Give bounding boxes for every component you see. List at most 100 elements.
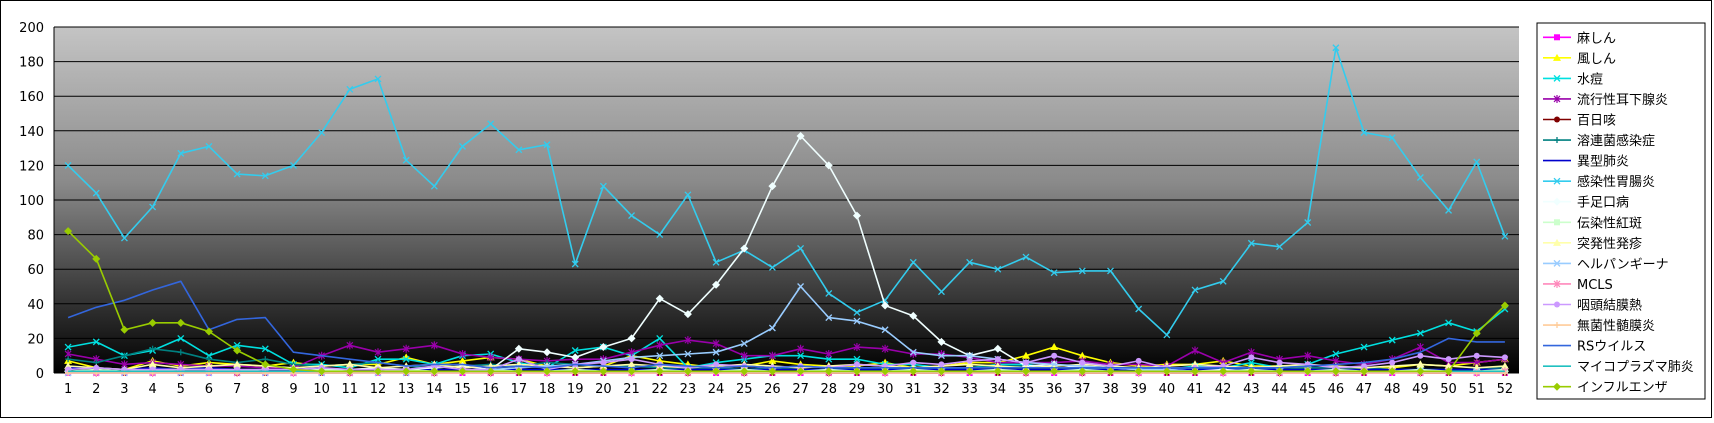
x-tick-label: 3 bbox=[120, 382, 128, 397]
data-point bbox=[684, 191, 692, 199]
data-point bbox=[740, 340, 748, 348]
data-point bbox=[318, 129, 326, 136]
data-point bbox=[712, 339, 720, 348]
x-tick-label: 43 bbox=[1243, 382, 1260, 397]
data-point bbox=[1304, 219, 1312, 226]
data-point bbox=[881, 367, 890, 376]
data-point bbox=[1135, 357, 1142, 364]
data-point bbox=[176, 318, 185, 327]
data-point bbox=[459, 349, 466, 358]
x-tick-label: 7 bbox=[233, 382, 241, 397]
data-point bbox=[655, 367, 664, 376]
data-point bbox=[853, 308, 861, 316]
data-point bbox=[768, 367, 777, 376]
data-point bbox=[374, 348, 382, 357]
y-tick-label: 20 bbox=[27, 332, 44, 347]
data-point bbox=[1473, 158, 1481, 166]
data-point bbox=[64, 343, 72, 351]
data-point bbox=[656, 352, 664, 360]
data-point bbox=[430, 341, 438, 350]
data-point bbox=[1416, 329, 1424, 337]
data-point bbox=[1134, 367, 1143, 376]
data-point bbox=[853, 361, 860, 368]
data-point bbox=[713, 361, 720, 368]
legend-entry: RSウイルス bbox=[1543, 340, 1646, 355]
x-tick-label: 26 bbox=[764, 382, 781, 397]
data-point bbox=[910, 359, 917, 366]
data-point bbox=[205, 356, 212, 363]
data-point bbox=[1473, 352, 1480, 359]
data-point bbox=[1389, 359, 1396, 366]
data-point bbox=[1191, 286, 1199, 294]
data-point bbox=[1191, 367, 1200, 376]
data-point bbox=[233, 360, 242, 368]
data-point bbox=[402, 156, 410, 164]
legend-marker bbox=[1553, 74, 1561, 82]
data-point bbox=[374, 75, 382, 83]
data-point bbox=[149, 345, 156, 352]
legend-entry: マイコプラズマ肺炎 bbox=[1543, 359, 1694, 375]
x-tick-label: 2 bbox=[92, 382, 100, 397]
data-point bbox=[1050, 367, 1059, 376]
data-point bbox=[797, 283, 805, 290]
y-tick-label: 100 bbox=[19, 194, 44, 209]
data-point bbox=[627, 367, 636, 376]
x-tick-label: 41 bbox=[1187, 382, 1204, 397]
data-point bbox=[148, 360, 157, 368]
data-point bbox=[965, 367, 974, 376]
x-tick-label: 20 bbox=[595, 382, 612, 397]
x-tick-label: 39 bbox=[1130, 382, 1147, 397]
data-point bbox=[853, 343, 861, 352]
data-point bbox=[514, 367, 523, 376]
data-point bbox=[233, 346, 242, 355]
data-point bbox=[1331, 367, 1340, 376]
x-tick-label: 45 bbox=[1299, 382, 1316, 397]
legend-label: 百日咳 bbox=[1577, 114, 1616, 129]
series-line bbox=[67, 308, 1506, 371]
x-tick-label: 35 bbox=[1018, 382, 1035, 397]
data-point bbox=[571, 367, 580, 376]
data-point bbox=[1247, 239, 1255, 247]
data-point bbox=[1500, 301, 1509, 310]
data-point bbox=[64, 227, 73, 236]
data-point bbox=[768, 264, 776, 271]
legend-entry: ヘルパンギーナ bbox=[1543, 257, 1669, 272]
data-point bbox=[937, 288, 945, 296]
data-point bbox=[881, 344, 889, 353]
data-point bbox=[796, 367, 805, 376]
data-point bbox=[712, 348, 720, 356]
data-point bbox=[402, 344, 410, 353]
x-tick-label: 46 bbox=[1328, 382, 1345, 397]
data-point bbox=[768, 351, 776, 360]
x-tick-label: 47 bbox=[1356, 382, 1373, 397]
series-line bbox=[67, 46, 1506, 336]
x-tick-label: 13 bbox=[398, 382, 415, 397]
data-point bbox=[290, 161, 297, 169]
data-point bbox=[458, 367, 467, 376]
data-point bbox=[1219, 277, 1227, 285]
data-point bbox=[1360, 367, 1369, 376]
x-tick-label: 44 bbox=[1271, 382, 1288, 397]
data-point bbox=[233, 170, 241, 178]
x-tick-label: 8 bbox=[261, 382, 269, 397]
y-tick-label: 0 bbox=[36, 367, 44, 382]
x-tick-label: 4 bbox=[148, 382, 156, 397]
data-point bbox=[1388, 336, 1396, 344]
legend-marker bbox=[1553, 94, 1561, 103]
data-point bbox=[1050, 269, 1058, 277]
x-tick-label: 28 bbox=[820, 382, 837, 397]
data-point bbox=[1106, 367, 1115, 376]
data-point bbox=[909, 367, 918, 376]
data-point bbox=[261, 345, 269, 353]
data-point bbox=[1276, 243, 1283, 251]
y-tick-label: 180 bbox=[19, 56, 44, 71]
data-point bbox=[966, 258, 974, 266]
data-point bbox=[571, 347, 579, 354]
legend-label: 溶連菌感染症 bbox=[1577, 133, 1655, 149]
data-point bbox=[628, 348, 635, 357]
x-tick-label: 11 bbox=[342, 382, 359, 397]
data-point bbox=[289, 365, 298, 374]
data-point bbox=[1360, 343, 1368, 351]
legend-marker bbox=[1553, 259, 1561, 267]
